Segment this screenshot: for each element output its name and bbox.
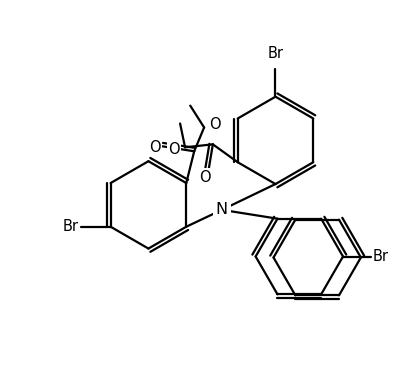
Text: Br: Br bbox=[372, 249, 388, 264]
Text: Br: Br bbox=[267, 46, 283, 61]
Text: O: O bbox=[148, 140, 160, 155]
Text: Br: Br bbox=[63, 219, 78, 234]
Text: O: O bbox=[209, 117, 220, 132]
Text: O: O bbox=[199, 169, 210, 185]
Text: N: N bbox=[215, 203, 228, 217]
Text: O: O bbox=[168, 142, 180, 157]
